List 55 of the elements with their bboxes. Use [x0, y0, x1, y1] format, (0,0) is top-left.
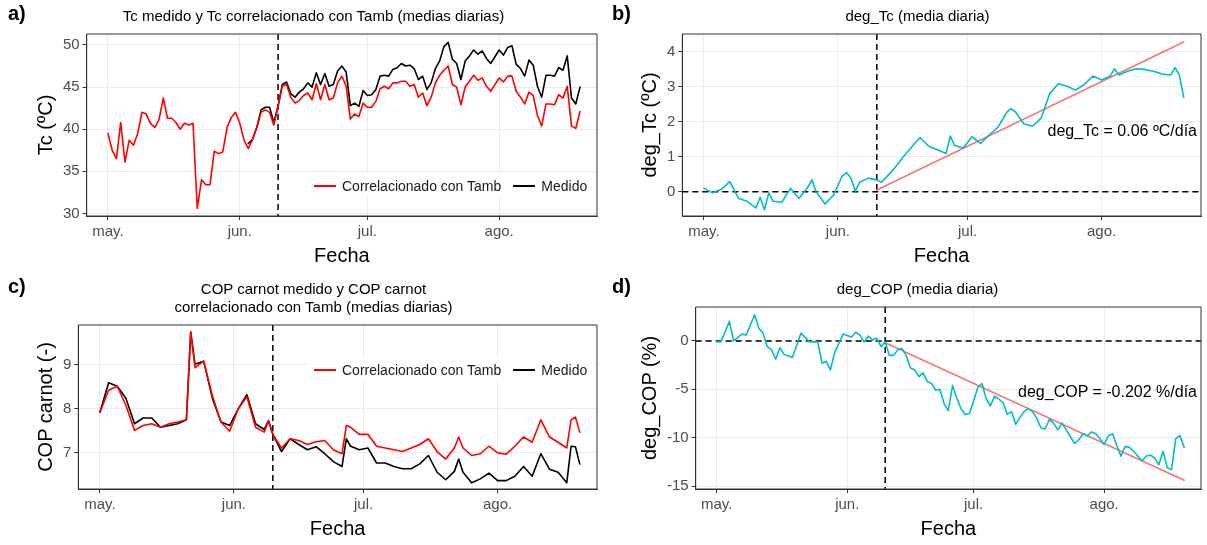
- x-tick-label: may.: [688, 222, 720, 240]
- y-axis-title: deg_Tc (ºC): [637, 72, 661, 178]
- legend-label: Correlacionado con Tamb: [342, 361, 502, 378]
- y-tick-label: 50: [63, 35, 80, 53]
- y-tick-label: 3: [667, 76, 676, 94]
- x-tick-label: may.: [84, 495, 116, 513]
- legend-label: Correlacionado con Tamb: [342, 177, 502, 194]
- y-tick-label: -5: [675, 379, 689, 397]
- y-tick-label: 30: [63, 203, 80, 221]
- x-tick-label: jul.: [957, 222, 978, 240]
- y-tick-label: 35: [63, 161, 80, 179]
- annotation: deg_COP = -0.202 %/día: [1018, 383, 1198, 402]
- chart-title: deg_Tc (media diaria): [845, 7, 990, 25]
- x-axis-title: Fecha: [920, 516, 978, 539]
- x-axis-title: Fecha: [314, 243, 371, 266]
- x-tick-label: jun.: [834, 495, 860, 513]
- x-tick-label: may.: [92, 222, 124, 240]
- x-tick-label: ago.: [1086, 222, 1117, 240]
- legend-label: Medido: [541, 361, 588, 378]
- y-axis-title: COP carnot (-): [33, 342, 56, 472]
- y-tick-label: 9: [63, 354, 72, 372]
- y-tick-label: -10: [666, 427, 689, 445]
- x-tick-label: ago.: [482, 495, 513, 513]
- text: c): [8, 275, 26, 298]
- text: a): [8, 2, 26, 25]
- text: d): [612, 275, 631, 298]
- x-tick-label: jun.: [220, 495, 247, 513]
- y-axis-title: Tc (ºC): [33, 94, 56, 156]
- x-tick-label: jul.: [356, 222, 377, 240]
- x-tick-label: ago.: [484, 222, 514, 240]
- x-axis-title: Fecha: [913, 243, 971, 266]
- legend-label: Medido: [541, 177, 588, 194]
- y-tick-label: 45: [63, 77, 80, 95]
- y-tick-label: 4: [667, 41, 676, 59]
- y-tick-label: 40: [63, 119, 80, 137]
- text: b): [612, 2, 631, 25]
- y-tick-label: 2: [667, 111, 676, 129]
- x-tick-label: may.: [701, 495, 733, 513]
- chart-title: COP carnot medido y COP carnot correlacionado con Tamb (medias diarias): [174, 280, 453, 316]
- x-tick-label: jul.: [963, 495, 984, 513]
- x-tick-label: ago.: [1089, 495, 1119, 513]
- y-tick-label: 7: [63, 442, 72, 460]
- x-tick-label: jun.: [226, 222, 252, 240]
- x-tick-label: jul.: [353, 495, 374, 513]
- chart-title: deg_COP (media diaria): [836, 280, 999, 298]
- y-tick-label: 0: [680, 331, 689, 349]
- chart-title: Tc medido y Tc correlacionado con Tamb (medias diarias): [122, 7, 505, 25]
- x-axis-title: Fecha: [309, 516, 367, 539]
- y-tick-label: 8: [63, 398, 72, 416]
- y-tick-label: -15: [666, 476, 689, 494]
- annotation: deg_Tc = 0.06 ºC/día: [1047, 122, 1198, 141]
- y-tick-label: 1: [667, 146, 676, 164]
- y-tick-label: 0: [667, 181, 676, 199]
- y-axis-title: deg_COP (%): [637, 335, 661, 461]
- x-tick-label: jun.: [824, 222, 851, 240]
